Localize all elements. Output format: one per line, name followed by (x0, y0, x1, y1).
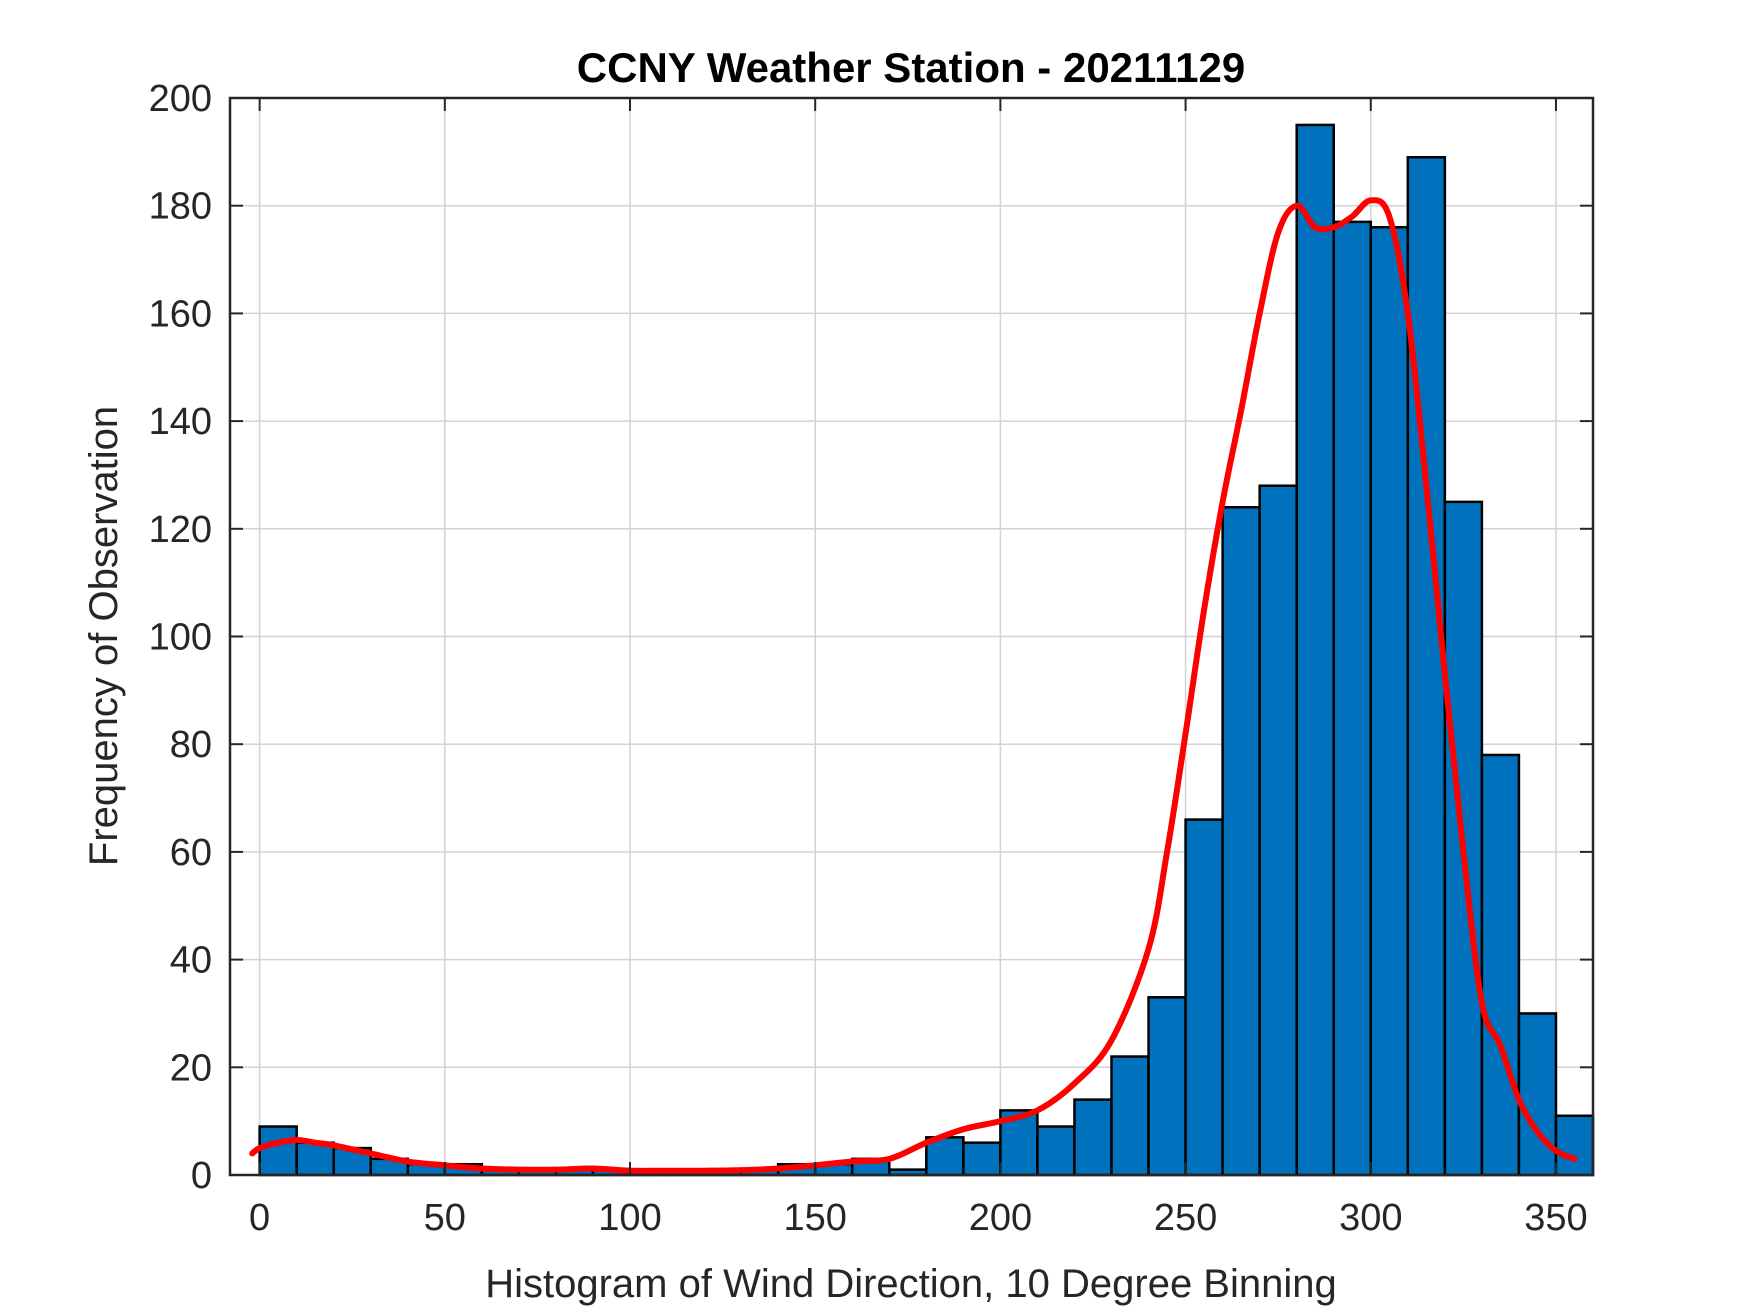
histogram-bar (1258, 484, 1298, 1177)
fit-curve-layer (249, 197, 1578, 1174)
histogram-bar (962, 1141, 1002, 1177)
y-tick-label: 140 (149, 401, 212, 443)
x-tick-label: 50 (424, 1197, 466, 1239)
histogram-bar (1369, 225, 1410, 1177)
y-tick-label: 80 (170, 724, 212, 766)
y-tick-label: 40 (170, 940, 212, 982)
x-tick-label: 150 (783, 1197, 846, 1239)
y-tick-label: 120 (149, 509, 212, 551)
histogram-bar (1110, 1055, 1150, 1177)
histogram-bar (295, 1141, 335, 1177)
histogram-bar (1554, 1114, 1595, 1177)
x-tick-label: 200 (969, 1197, 1032, 1239)
x-tick-label: 100 (598, 1197, 661, 1239)
x-axis-ticks: 0 50 100 150 200 250 300 350 (249, 98, 1588, 1239)
histogram-bar (258, 1125, 298, 1177)
x-axis-label: Histogram of Wind Direction, 10 Degree B… (485, 1262, 1337, 1306)
histogram-bar (1406, 155, 1447, 1177)
x-tick-label: 300 (1339, 1197, 1402, 1239)
histogram-bar (1073, 1098, 1113, 1177)
x-tick-label: 350 (1524, 1197, 1587, 1239)
histogram-bar (1221, 506, 1261, 1177)
y-tick-label: 20 (170, 1047, 212, 1089)
histogram-bar (1036, 1125, 1076, 1177)
x-tick-label: 0 (249, 1197, 270, 1239)
chart-title: CCNY Weather Station - 20211129 (577, 44, 1245, 91)
histogram-bar (1517, 1012, 1558, 1177)
x-tick-label: 250 (1154, 1197, 1217, 1239)
y-tick-label: 100 (149, 617, 212, 659)
histogram-bar (1332, 220, 1373, 1177)
y-axis-label: Frequency of Observation (82, 406, 126, 866)
y-tick-label: 0 (191, 1155, 212, 1197)
y-tick-label: 180 (149, 186, 212, 228)
y-tick-label: 60 (170, 832, 212, 874)
histogram-bar (1184, 818, 1224, 1177)
histogram-bar (1295, 123, 1335, 1177)
histogram-bar (1480, 753, 1521, 1177)
histogram-bar (1147, 996, 1187, 1177)
fit-curve-line (249, 197, 1578, 1174)
y-tick-label: 200 (149, 78, 212, 120)
y-tick-label: 160 (149, 293, 212, 335)
y-axis-ticks: 0 20 40 60 80 100 120 140 160 180 200 (149, 78, 1593, 1197)
